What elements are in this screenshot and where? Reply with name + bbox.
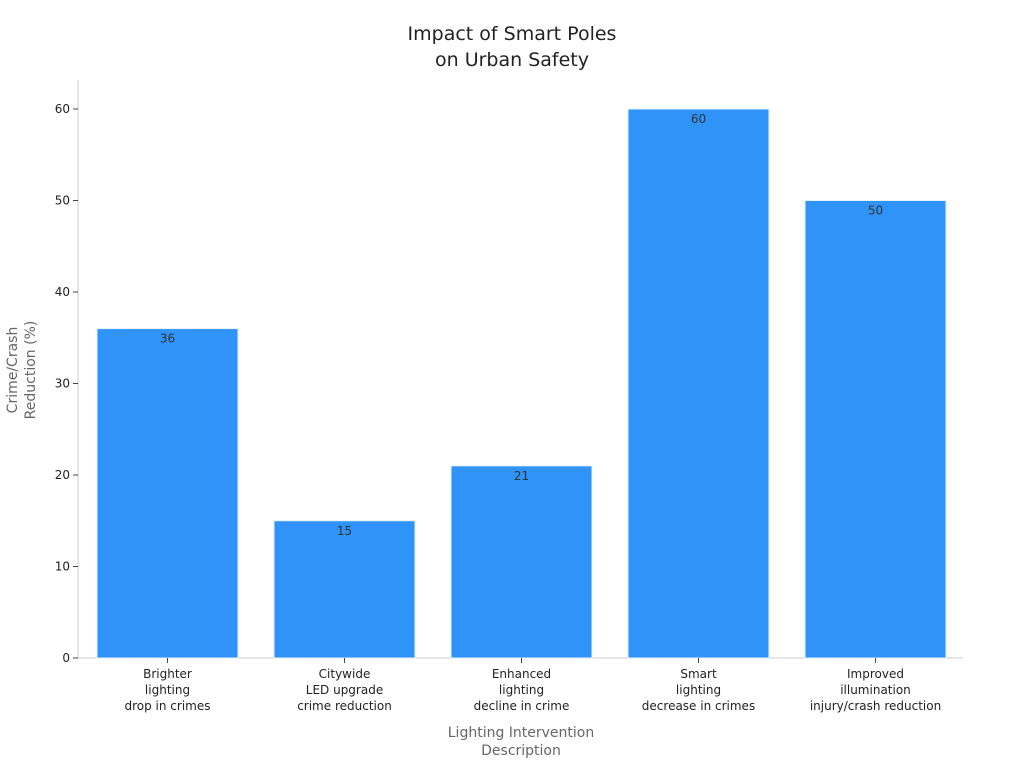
bar xyxy=(804,200,947,659)
y-axis-label-line-2: Reduction (%) xyxy=(23,321,39,420)
y-tick-label: 10 xyxy=(55,560,70,574)
bar-value-label: 36 xyxy=(160,332,175,346)
bar xyxy=(627,108,770,659)
bar-value-label: 50 xyxy=(868,204,883,218)
y-tick-label: 50 xyxy=(55,194,70,208)
x-category-label: Smart xyxy=(680,667,717,681)
y-tick-label: 20 xyxy=(55,468,70,482)
y-tick-label: 30 xyxy=(55,377,70,391)
x-category-label: lighting xyxy=(676,683,721,697)
x-category-label: Enhanced xyxy=(492,667,551,681)
x-category-label: crime reduction xyxy=(297,699,392,713)
y-tick-label: 40 xyxy=(55,285,70,299)
x-category-label: injury/crash reduction xyxy=(810,699,941,713)
x-axis-label-line-2: Description xyxy=(481,743,561,759)
y-tick-label: 0 xyxy=(62,651,70,665)
x-category-label: decline in crime xyxy=(474,699,570,713)
chart-title-line-1: Impact of Smart Poles xyxy=(408,23,617,45)
bar-value-label: 15 xyxy=(337,524,352,538)
bar-value-label: 60 xyxy=(691,112,706,126)
bar-value-label: 21 xyxy=(514,469,529,483)
plot-area: 0 10 20 30 40 50 60 36 Brighter lighting drop in c… xyxy=(55,80,963,713)
x-category-label: Brighter xyxy=(143,667,192,681)
x-category-label: lighting xyxy=(499,683,544,697)
x-category-label: LED upgrade xyxy=(306,683,383,697)
chart-title-line-2: on Urban Safety xyxy=(435,49,589,71)
x-category-label: illumination xyxy=(840,683,911,697)
x-category-label: Citywide xyxy=(319,667,371,681)
bar xyxy=(273,520,416,659)
x-category-label: drop in crimes xyxy=(124,699,210,713)
bar xyxy=(450,465,593,659)
x-category-label: lighting xyxy=(145,683,190,697)
y-tick-label: 60 xyxy=(55,102,70,116)
y-axis-label-line-1: Crime/Crash xyxy=(5,327,21,414)
x-category-label: decrease in crimes xyxy=(642,699,755,713)
x-axis-label-line-1: Lighting Intervention xyxy=(448,725,595,741)
x-category-label: Improved xyxy=(847,667,904,681)
bar xyxy=(96,328,239,659)
